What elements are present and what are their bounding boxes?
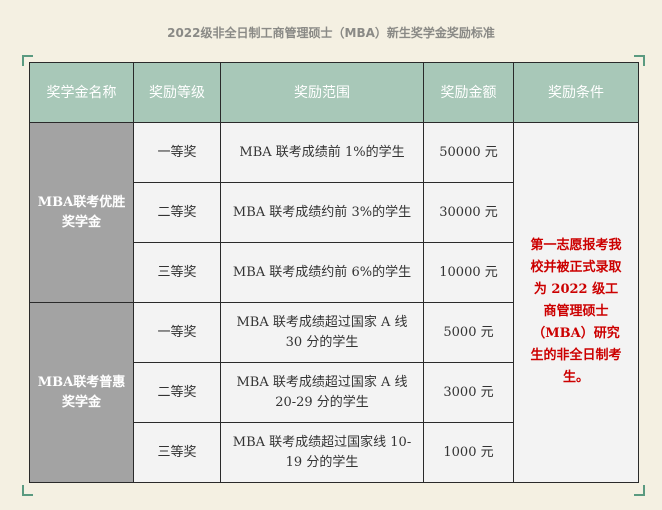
header-amount: 奖励金额: [423, 62, 514, 123]
corner-decoration: [634, 55, 645, 66]
table-row: MBA联考优胜奖学金 一等奖 MBA 联考成绩前 1%的学生 50000 元 第…: [29, 122, 639, 483]
corner-decoration: [22, 485, 33, 496]
level-cell: 三等奖: [133, 242, 221, 303]
amount-cell: 5000 元: [423, 302, 514, 363]
scope-cell: MBA 联考成绩约前 6%的学生: [220, 242, 424, 303]
scholarship-table: 奖学金名称 奖励等级 奖励范围 奖励金额 奖励条件 MBA联考优胜奖学金 一等奖…: [29, 62, 639, 483]
table-row: MBA联考普惠奖学金 一等奖 MBA 联考成绩超过国家 A 线 30 分的学生 …: [29, 302, 639, 483]
header-condition: 奖励条件: [513, 62, 639, 123]
scholarship-name: MBA联考普惠奖学金: [29, 302, 134, 483]
scope-cell: MBA 联考成绩约前 3%的学生: [220, 182, 424, 243]
header-scope: 奖励范围: [220, 62, 424, 123]
corner-decoration: [634, 485, 645, 496]
amount-cell: 30000 元: [423, 182, 514, 243]
condition-cell: 第一志愿报考我校并被正式录取为 2022 级工商管理硕士（MBA）研究生的非全日…: [513, 122, 639, 483]
scope-cell: MBA 联考成绩超过国家 A 线 30 分的学生: [220, 302, 424, 363]
amount-cell: 3000 元: [423, 362, 514, 423]
table-row: 二等奖 MBA 联考成绩约前 3%的学生 30000 元: [30, 182, 639, 243]
scope-cell: MBA 联考成绩前 1%的学生: [220, 122, 424, 183]
amount-cell: 50000 元: [423, 122, 514, 183]
scholarship-name: MBA联考优胜奖学金: [29, 122, 134, 303]
table-row: 三等奖 MBA 联考成绩超过国家线 10-19 分的学生 1000 元: [30, 422, 639, 483]
corner-decoration: [22, 55, 33, 66]
amount-cell: 10000 元: [423, 242, 514, 303]
header-row: 奖学金名称 奖励等级 奖励范围 奖励金额 奖励条件: [29, 62, 639, 123]
level-cell: 一等奖: [133, 122, 221, 183]
scope-cell: MBA 联考成绩超过国家线 10-19 分的学生: [220, 422, 424, 483]
level-cell: 一等奖: [133, 302, 221, 363]
amount-cell: 1000 元: [423, 422, 514, 483]
level-cell: 三等奖: [133, 422, 221, 483]
table-row: 三等奖 MBA 联考成绩约前 6%的学生 10000 元: [30, 242, 639, 303]
page-title: 2022级非全日制工商管理硕士（MBA）新生奖学金奖励标准: [167, 26, 495, 40]
header-name: 奖学金名称: [29, 62, 134, 123]
header-level: 奖励等级: [133, 62, 221, 123]
level-cell: 二等奖: [133, 182, 221, 243]
scope-cell: MBA 联考成绩超过国家 A 线 20-29 分的学生: [220, 362, 424, 423]
level-cell: 二等奖: [133, 362, 221, 423]
